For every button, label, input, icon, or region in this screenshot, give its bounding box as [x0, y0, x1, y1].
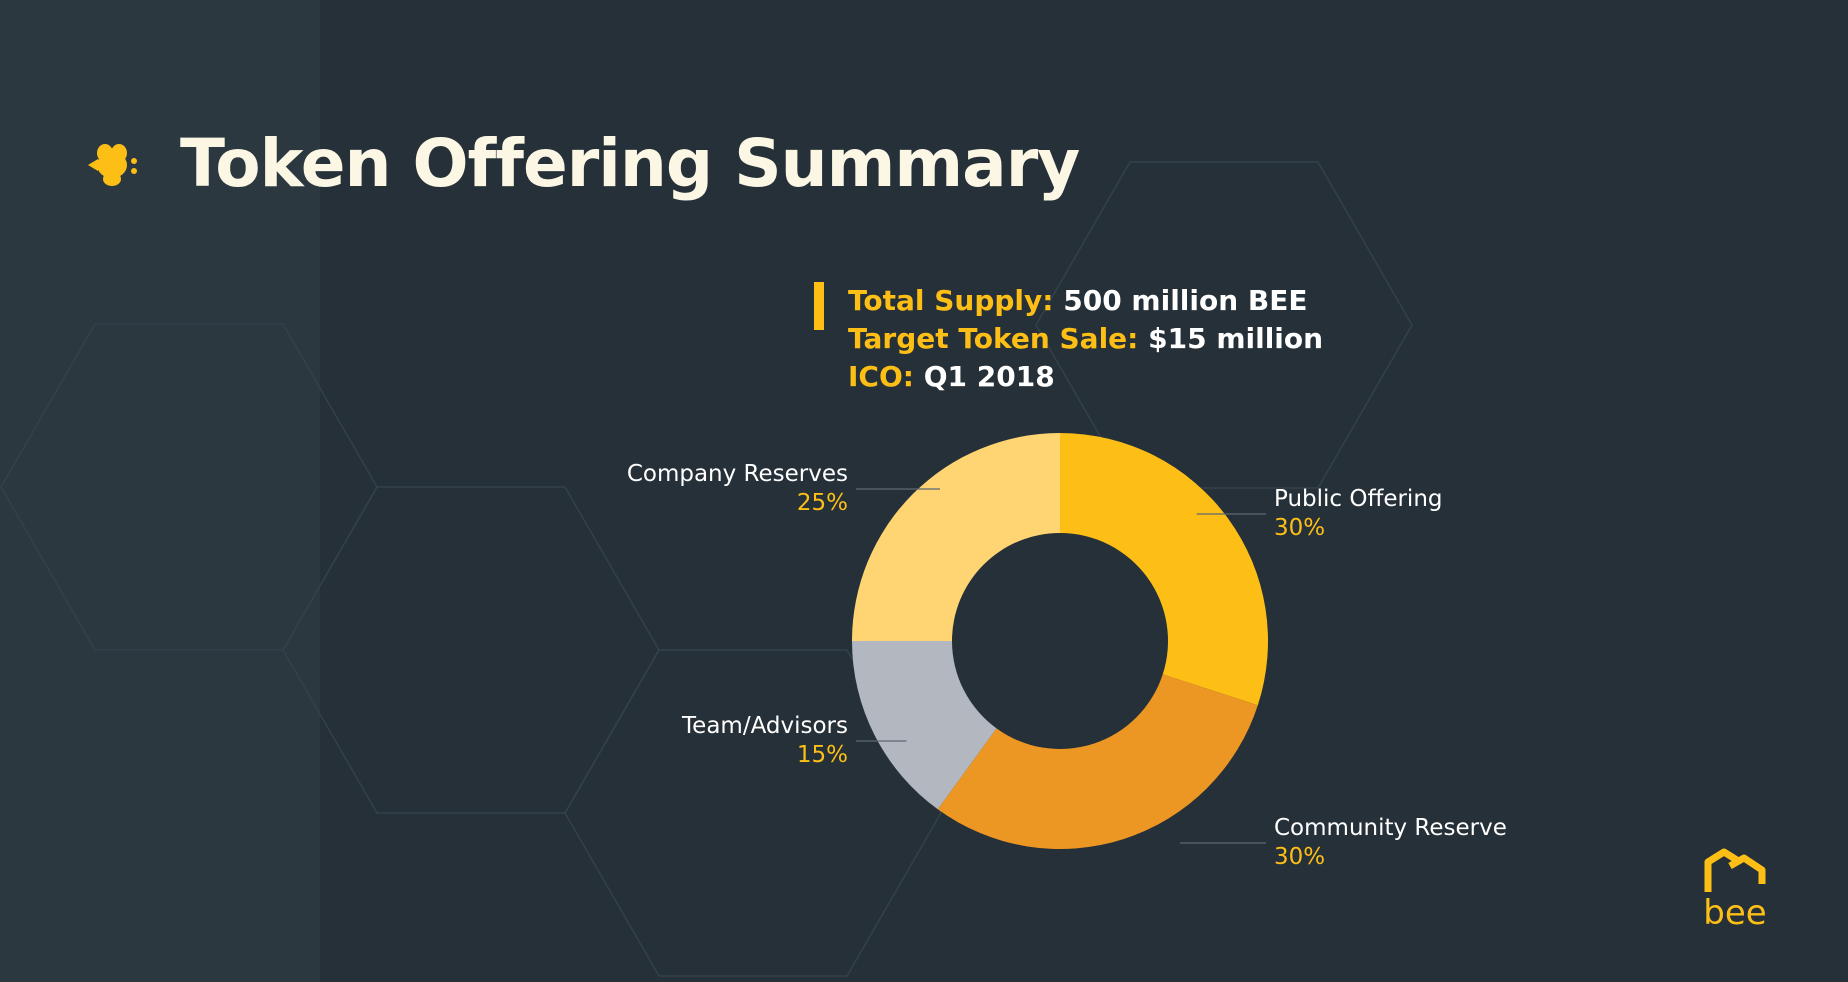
slice-percent-label: 30%: [1274, 515, 1325, 541]
fact-key: Total Supply:: [848, 284, 1054, 317]
fact-key: Target Token Sale:: [848, 322, 1139, 355]
slice-label: Community Reserve: [1274, 815, 1507, 841]
fact-total-supply: Total Supply: 500 million BEE: [848, 282, 1323, 320]
side-panel: [0, 0, 320, 982]
slice-percent-label: 15%: [797, 742, 848, 768]
fact-value: Q1 2018: [923, 360, 1055, 393]
slide-header: Token Offering Summary: [86, 118, 1080, 208]
bee-logo: bee: [1700, 846, 1770, 930]
donut-slice-community-reserve: [937, 674, 1258, 849]
house-logo-icon: [1704, 848, 1766, 892]
slice-label: Company Reserves: [627, 461, 848, 487]
fact-value: $15 million: [1148, 322, 1324, 355]
slice-percent-label: 25%: [797, 490, 848, 516]
fact-target-sale: Target Token Sale: $15 million: [848, 320, 1323, 358]
slice-percent-label: 30%: [1274, 844, 1325, 870]
donut-slice-public-offering: [1060, 433, 1268, 706]
slice-label: Public Offering: [1274, 486, 1443, 512]
fact-value: 500 million BEE: [1063, 284, 1308, 317]
page-title: Token Offering Summary: [180, 124, 1080, 202]
logo-text: bee: [1703, 893, 1767, 933]
fact-ico: ICO: Q1 2018: [848, 358, 1323, 396]
fact-key: ICO:: [848, 360, 914, 393]
donut-slice-company-reserves: [852, 433, 1060, 641]
donut-slice-team-advisors: [852, 641, 997, 810]
facts-block: Total Supply: 500 million BEE Target Tok…: [814, 282, 1323, 393]
bee-icon: [88, 144, 137, 186]
slice-label: Team/Advisors: [681, 713, 848, 739]
